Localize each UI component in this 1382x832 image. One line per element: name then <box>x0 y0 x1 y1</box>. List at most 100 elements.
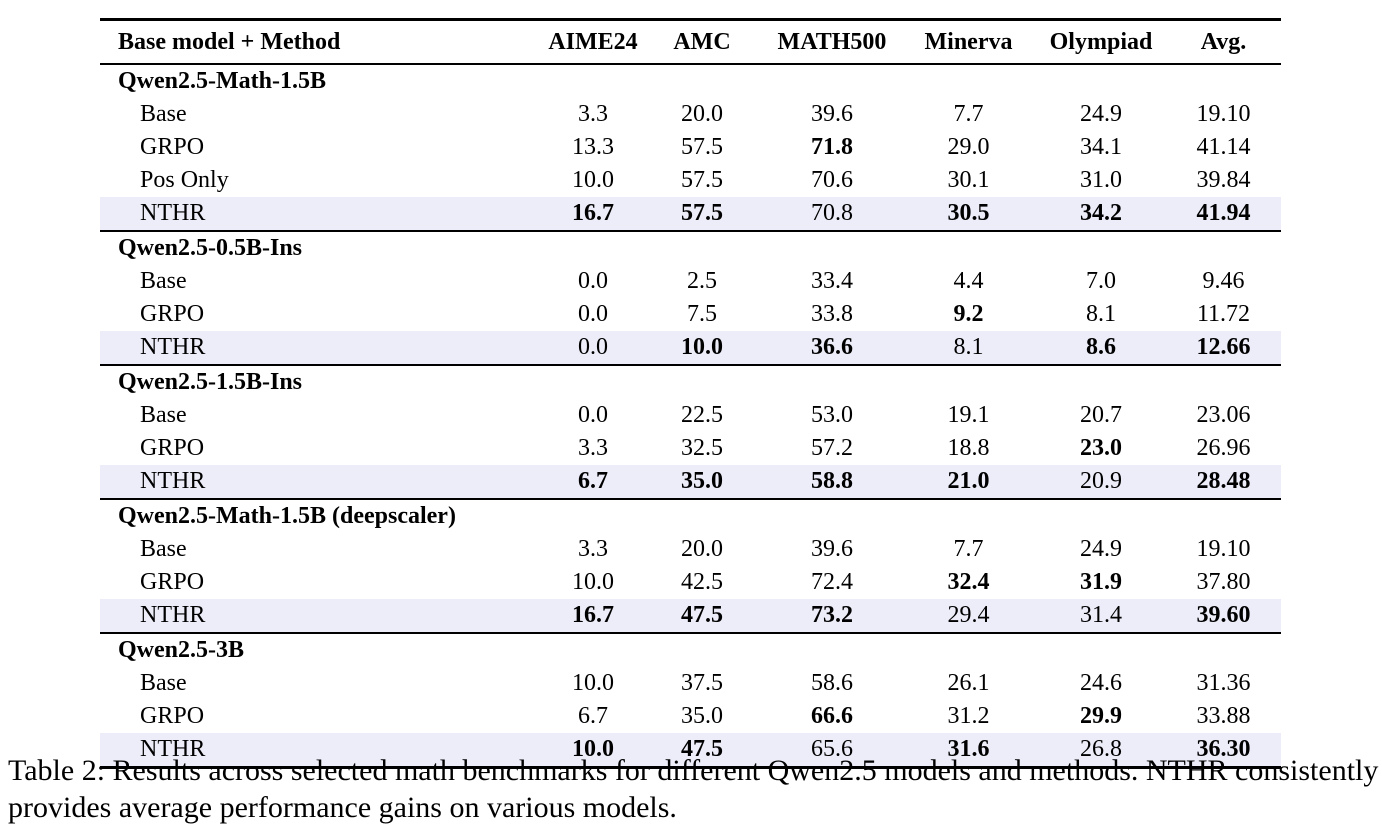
value-cell: 58.6 <box>811 670 853 696</box>
value-cell: 3.3 <box>578 536 608 562</box>
value-cell: 39.60 <box>1196 602 1251 628</box>
group-header-row: Qwen2.5-Math-1.5B <box>100 64 1281 98</box>
value-cell: 8.6 <box>1086 334 1116 360</box>
table-row: GRPO 3.3 32.5 57.2 18.8 23.0 26.96 <box>100 432 1281 465</box>
value-cell: 33.4 <box>811 268 853 294</box>
method-name: Base <box>140 101 187 127</box>
value-cell: 73.2 <box>811 602 853 628</box>
value-cell: 53.0 <box>811 402 853 428</box>
value-cell: 57.5 <box>681 167 723 193</box>
column-header: Base model + Method <box>100 19 545 65</box>
method-name: GRPO <box>140 435 205 461</box>
value-cell: 35.0 <box>681 468 723 494</box>
value-cell: 37.80 <box>1196 569 1251 595</box>
value-cell: 23.06 <box>1196 402 1251 428</box>
method-name: Pos Only <box>140 167 229 193</box>
value-cell: 6.7 <box>578 703 608 729</box>
value-cell: 26.8 <box>1080 736 1122 762</box>
method-name: Base <box>140 670 187 696</box>
value-cell: 10.0 <box>572 670 614 696</box>
value-cell: 29.4 <box>947 602 990 628</box>
value-cell: 57.2 <box>811 435 853 461</box>
value-cell: 24.9 <box>1080 101 1122 127</box>
results-table: Base model + Method AIME24 AMC MATH500 Miner… <box>100 18 1281 769</box>
value-cell: 16.7 <box>572 200 614 226</box>
value-cell: 19.1 <box>947 402 990 428</box>
value-cell: 10.0 <box>572 736 614 762</box>
column-header: MATH500 <box>763 19 901 65</box>
table-row: Base 3.3 20.0 39.6 7.7 24.9 19.10 <box>100 98 1281 131</box>
method-name: NTHR <box>140 736 206 762</box>
value-cell: 20.0 <box>681 536 723 562</box>
table-row: NTHR 6.7 35.0 58.8 21.0 20.9 28.48 <box>100 465 1281 499</box>
value-cell: 7.7 <box>953 536 984 562</box>
column-header: Avg. <box>1166 19 1281 65</box>
table-body: Qwen2.5-Math-1.5B Base 3.3 20.0 39.6 7.7 24.9 1… <box>100 64 1281 768</box>
method-name: GRPO <box>140 134 205 160</box>
value-cell: 22.5 <box>681 402 723 428</box>
method-name: GRPO <box>140 703 205 729</box>
value-cell: 24.9 <box>1080 536 1122 562</box>
method-name: NTHR <box>140 602 206 628</box>
value-cell: 26.1 <box>947 670 990 696</box>
value-cell: 36.30 <box>1196 736 1251 762</box>
value-cell: 20.0 <box>681 101 723 127</box>
value-cell: 32.5 <box>681 435 723 461</box>
value-cell: 36.6 <box>811 334 853 360</box>
method-name: Base <box>140 536 187 562</box>
group-header-row: Qwen2.5-0.5B-Ins <box>100 230 1281 265</box>
value-cell: 7.5 <box>687 301 717 327</box>
value-cell: 8.1 <box>1086 301 1116 327</box>
value-cell: 18.8 <box>947 435 990 461</box>
value-cell: 37.5 <box>681 670 723 696</box>
table-row: NTHR 16.7 47.5 73.2 29.4 31.4 39.60 <box>100 599 1281 633</box>
column-header: Olympiad <box>1036 19 1166 65</box>
header-row: Base model + Method AIME24 AMC MATH500 Miner… <box>100 19 1281 65</box>
value-cell: 12.66 <box>1196 334 1251 360</box>
value-cell: 39.6 <box>811 536 853 562</box>
value-cell: 57.5 <box>681 134 723 160</box>
value-cell: 4.4 <box>953 268 984 294</box>
value-cell: 10.0 <box>681 334 723 360</box>
value-cell: 31.0 <box>1080 167 1122 193</box>
value-cell: 10.0 <box>572 569 614 595</box>
value-cell: 71.8 <box>811 134 853 160</box>
method-name: GRPO <box>140 569 205 595</box>
value-cell: 31.6 <box>947 736 990 762</box>
value-cell: 11.72 <box>1196 301 1251 327</box>
value-cell: 33.88 <box>1196 703 1251 729</box>
value-cell: 19.10 <box>1196 536 1251 562</box>
value-cell: 39.6 <box>811 101 853 127</box>
value-cell: 70.6 <box>811 167 853 193</box>
value-cell: 21.0 <box>947 468 990 494</box>
value-cell: 13.3 <box>572 134 614 160</box>
value-cell: 6.7 <box>578 468 608 494</box>
value-cell: 3.3 <box>578 435 608 461</box>
table-header: Base model + Method AIME24 AMC MATH500 Miner… <box>100 19 1281 65</box>
value-cell: 33.8 <box>811 301 853 327</box>
value-cell: 66.6 <box>811 703 853 729</box>
group-name: Qwen2.5-Math-1.5B (deepscaler) <box>100 498 1281 533</box>
column-header: AIME24 <box>545 19 641 65</box>
table-row: NTHR 0.0 10.0 36.6 8.1 8.6 12.66 <box>100 331 1281 365</box>
value-cell: 65.6 <box>811 736 853 762</box>
table-row: GRPO 0.0 7.5 33.8 9.2 8.1 11.72 <box>100 298 1281 331</box>
value-cell: 16.7 <box>572 602 614 628</box>
value-cell: 2.5 <box>687 268 717 294</box>
value-cell: 30.1 <box>947 167 990 193</box>
value-cell: 0.0 <box>578 268 608 294</box>
value-cell: 8.1 <box>953 334 984 360</box>
method-name: GRPO <box>140 301 205 327</box>
group-name: Qwen2.5-1.5B-Ins <box>100 364 1281 399</box>
value-cell: 31.9 <box>1080 569 1122 595</box>
method-name: Base <box>140 268 187 294</box>
value-cell: 29.0 <box>947 134 990 160</box>
value-cell: 34.2 <box>1080 200 1122 226</box>
value-cell: 72.4 <box>811 569 853 595</box>
table-row: NTHR 10.0 47.5 65.6 31.6 26.8 36.30 <box>100 733 1281 768</box>
value-cell: 20.9 <box>1080 468 1122 494</box>
value-cell: 29.9 <box>1080 703 1122 729</box>
value-cell: 39.84 <box>1196 167 1251 193</box>
value-cell: 31.2 <box>947 703 990 729</box>
